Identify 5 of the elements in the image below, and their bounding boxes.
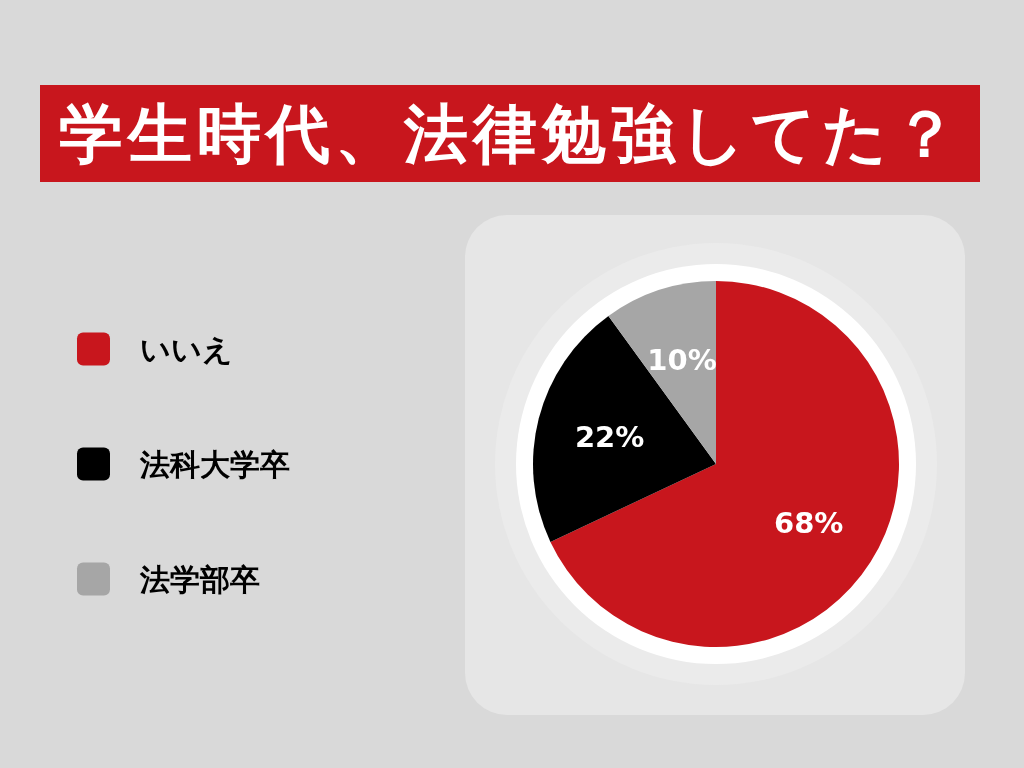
- legend-label: 法科大学卒: [139, 446, 290, 482]
- title: 学生時代、法律勉強してた？: [40, 85, 980, 182]
- legend-label: 法学部卒: [139, 561, 260, 597]
- legend-label: いいえ: [140, 331, 233, 367]
- chart-title: 学生時代、法律勉強してた？: [58, 97, 962, 171]
